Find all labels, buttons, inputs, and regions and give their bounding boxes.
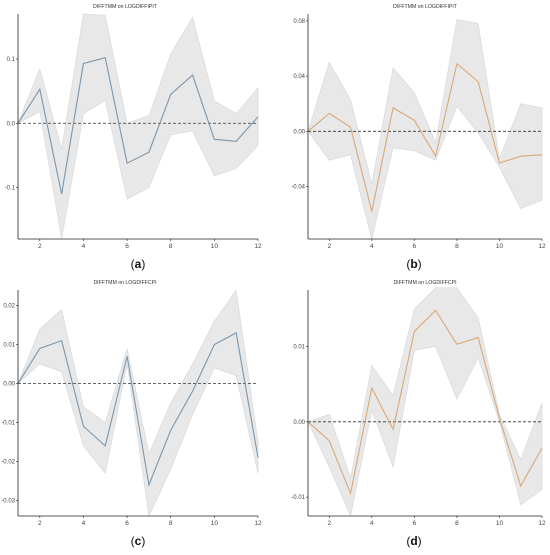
x-tick-label: 2 [327,243,331,250]
y-tick-label: 0.00 [3,382,15,388]
x-tick-label: 4 [370,243,374,250]
x-tick-label: 4 [370,520,374,527]
chart-title: DIFFTMM on LOGDIFFCPI [393,280,456,286]
chart-panel-b: DIFFTMM on LOGDIFFIPIT 2 4 6 8 10 12 -0.04 0.00 0… [291,4,546,271]
x-tick-label: 6 [413,520,417,527]
y-tick-label: -0.01 [291,495,305,501]
panel-caption: (d) [406,534,421,548]
y-tick-label: -0.01 [1,420,15,426]
impulse-response-line [307,309,543,496]
y-tick-label: 0.01 [3,343,15,349]
chart-title: DIFFTMM on LOGDIFFIPIT [393,4,458,10]
chart-panel-a: DIFFTMM on LOGDIFFIPIT 2 4 6 8 10 12 -0.1 0.0 0.1… [5,4,262,271]
y-tick-label: 0.00 [293,420,305,426]
y-tick-label: -0.02 [1,459,15,465]
x-tick-label: 10 [211,243,219,250]
chart-title: DIFFTMM on LOGDIFFIPIT [93,4,158,10]
chart-panel-c: DIFFTMM on LOGDIFFCPI 2 4 6 8 10 12 -0.03 -0.02 -… [1,280,262,548]
caption-paren-close: ) [141,257,145,271]
y-tick-label: -0.03 [1,498,15,504]
x-tick-label: 6 [413,243,417,250]
x-tick-label: 12 [254,243,262,250]
y-tick-label: 0.02 [3,304,15,310]
y-tick-label: 0.01 [293,345,305,351]
caption-letter: b [410,257,417,271]
y-tick-label: 0.00 [293,129,305,135]
x-tick-label: 6 [125,520,129,527]
impulse-response-line [17,332,259,487]
x-tick-label: 8 [169,520,173,527]
panel-caption: (a) [131,257,146,271]
caption-paren-close: ) [141,534,145,548]
x-tick-label: 10 [496,243,504,250]
caption-letter: c [135,534,142,548]
x-tick-label: 4 [82,243,86,250]
caption-letter: a [135,257,142,271]
y-tick-label: -0.1 [5,186,16,192]
impulse-response-line [307,62,543,212]
chart-panel-d: DIFFTMM on LOGDIFFCPI 2 4 6 8 10 12 -0.01 0.00 0.… [291,280,546,548]
confidence-band [307,287,543,517]
y-tick-label: 0.1 [7,57,16,63]
impulse-response-line [17,57,259,195]
confidence-band [307,19,543,240]
caption-paren-open: ( [131,534,135,548]
caption-paren-open: ( [406,534,410,548]
x-tick-label: 12 [538,520,546,527]
x-tick-label: 4 [82,520,86,527]
x-tick-label: 6 [125,243,129,250]
x-tick-label: 2 [38,243,42,250]
x-tick-label: 12 [538,243,546,250]
chart-title: DIFFTMM on LOGDIFFCPI [93,280,156,286]
x-tick-label: 8 [455,243,459,250]
y-tick-label: -0.04 [291,185,305,191]
x-tick-label: 2 [38,520,42,527]
caption-paren-close: ) [418,534,422,548]
caption-letter: d [410,534,417,548]
x-tick-label: 10 [211,520,219,527]
x-tick-label: 12 [254,520,262,527]
panel-caption: (c) [131,534,146,548]
caption-paren-close: ) [418,257,422,271]
x-tick-label: 10 [496,520,504,527]
y-tick-label: 0.0 [7,121,16,127]
y-tick-label: 0.08 [293,19,305,25]
x-tick-label: 8 [169,243,173,250]
caption-paren-open: ( [131,257,135,271]
x-tick-label: 8 [455,520,459,527]
panel-caption: (b) [406,257,421,271]
caption-paren-open: ( [406,257,410,271]
y-tick-label: 0.04 [293,74,305,80]
x-tick-label: 2 [327,520,331,527]
